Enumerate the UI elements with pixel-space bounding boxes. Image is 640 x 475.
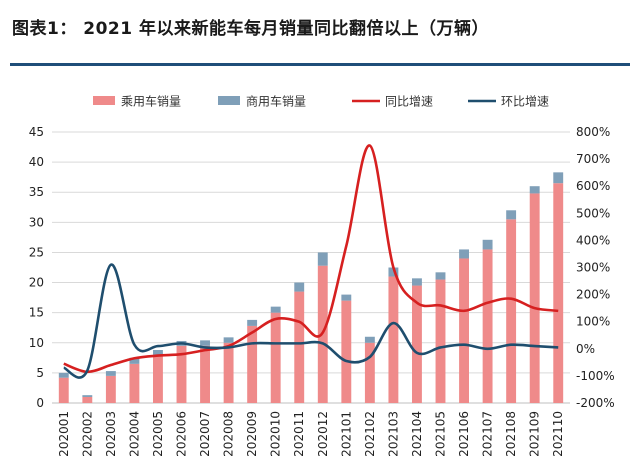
bar-passenger <box>58 377 69 403</box>
y-left-tick-label: 10 <box>29 336 44 350</box>
y-left-tick-label: 45 <box>29 125 44 139</box>
bar-commercial <box>435 272 446 280</box>
y-left-tick-label: 40 <box>29 155 44 169</box>
x-tick-label: 202010 <box>269 411 283 457</box>
bar-passenger <box>270 312 281 403</box>
x-tick-label: 202003 <box>104 411 118 457</box>
bar-commercial <box>506 210 517 220</box>
bar-passenger <box>482 249 493 403</box>
line-yoy-growth <box>63 144 559 374</box>
bar-passenger <box>388 276 399 403</box>
bar-passenger <box>506 219 517 403</box>
x-tick-label: 202108 <box>504 411 518 457</box>
x-tick-label: 202107 <box>481 411 495 457</box>
y-right-tick-label: 800% <box>576 125 610 139</box>
bar-passenger <box>200 345 210 403</box>
bar-commercial <box>200 340 210 346</box>
bar-commercial <box>129 357 140 364</box>
y-right-tick-label: -100% <box>576 369 615 383</box>
y-left-tick-label: 0 <box>36 396 44 410</box>
bar-commercial <box>317 252 328 266</box>
bar-commercial <box>364 336 375 343</box>
bar-commercial <box>459 249 469 259</box>
x-tick-label: 202001 <box>57 411 71 457</box>
title-divider <box>10 63 630 66</box>
x-tick-label: 202104 <box>410 411 424 457</box>
x-tick-label: 202002 <box>80 411 94 457</box>
x-tick-label: 202011 <box>292 411 306 457</box>
y-right-tick-label: 700% <box>576 152 610 166</box>
bar-commercial <box>294 282 305 292</box>
x-tick-label: 202005 <box>151 411 165 457</box>
y-left-tick-label: 35 <box>29 185 44 199</box>
bar-passenger <box>459 258 469 403</box>
x-tick-label: 202006 <box>175 411 189 457</box>
bar-commercial <box>247 319 258 326</box>
bar-commercial <box>553 172 564 184</box>
y-left-tick-label: 25 <box>29 245 44 259</box>
bar-commercial <box>82 395 93 397</box>
x-tick-label: 202004 <box>127 411 141 457</box>
legend-label: 商用车销量 <box>246 94 306 109</box>
y-right-tick-label: 500% <box>576 206 610 220</box>
x-tick-label: 202105 <box>434 411 448 457</box>
bar-commercial <box>58 372 69 378</box>
bar-passenger <box>153 354 163 403</box>
bar-passenger <box>364 342 375 403</box>
x-tick-label: 202101 <box>339 411 353 457</box>
y-left-tick-label: 20 <box>29 276 44 290</box>
x-tick-label: 202008 <box>222 411 236 457</box>
y-right-tick-label: -200% <box>576 396 615 410</box>
y-right-tick-label: 200% <box>576 288 610 302</box>
y-right-tick-label: 400% <box>576 233 610 247</box>
bar-commercial <box>412 278 422 286</box>
y-left-tick-label: 30 <box>29 215 44 229</box>
bar-commercial <box>223 337 234 343</box>
bar-passenger <box>529 193 540 403</box>
y-right-tick-label: 100% <box>576 315 610 329</box>
bar-passenger <box>553 183 564 403</box>
bar-passenger <box>341 300 352 403</box>
bar-passenger <box>247 325 258 403</box>
legend-label: 环比增速 <box>501 95 549 109</box>
y-left-tick-label: 15 <box>29 306 44 320</box>
legend-label: 同比增速 <box>385 95 433 109</box>
bar-passenger <box>105 375 116 403</box>
y-right-tick-label: 600% <box>576 179 610 193</box>
x-tick-label: 202012 <box>316 411 330 457</box>
bar-passenger <box>435 279 446 403</box>
bar-passenger <box>129 363 140 403</box>
bar-passenger <box>412 285 422 403</box>
bar-passenger <box>294 291 305 403</box>
bar-commercial <box>529 186 540 194</box>
line-mom-growth <box>63 263 559 379</box>
y-left-tick-label: 5 <box>36 366 44 380</box>
y-right-tick-label: 0% <box>576 342 595 356</box>
bar-passenger <box>223 342 234 403</box>
bar-passenger <box>82 396 93 403</box>
x-tick-label: 202007 <box>198 411 212 457</box>
legend-swatch <box>218 96 240 105</box>
x-tick-label: 202009 <box>245 411 259 457</box>
legend-swatch <box>93 96 115 105</box>
x-tick-label: 202102 <box>363 411 377 457</box>
x-tick-label: 202103 <box>386 411 400 457</box>
bar-commercial <box>341 294 352 301</box>
y-right-tick-label: 300% <box>576 261 610 275</box>
x-tick-label: 202106 <box>457 411 471 457</box>
x-tick-label: 202110 <box>551 411 565 457</box>
bar-commercial <box>270 306 281 313</box>
figure-title: 图表1： 2021 年以来新能车每月销量同比翻倍以上（万辆） <box>12 19 489 39</box>
bar-commercial <box>482 239 493 250</box>
bar-commercial <box>153 350 163 355</box>
legend-label: 乘用车销量 <box>121 94 181 109</box>
bar-commercial <box>388 267 399 277</box>
x-tick-label: 202109 <box>528 411 542 457</box>
bar-passenger <box>176 345 187 403</box>
bar-commercial <box>105 371 116 376</box>
